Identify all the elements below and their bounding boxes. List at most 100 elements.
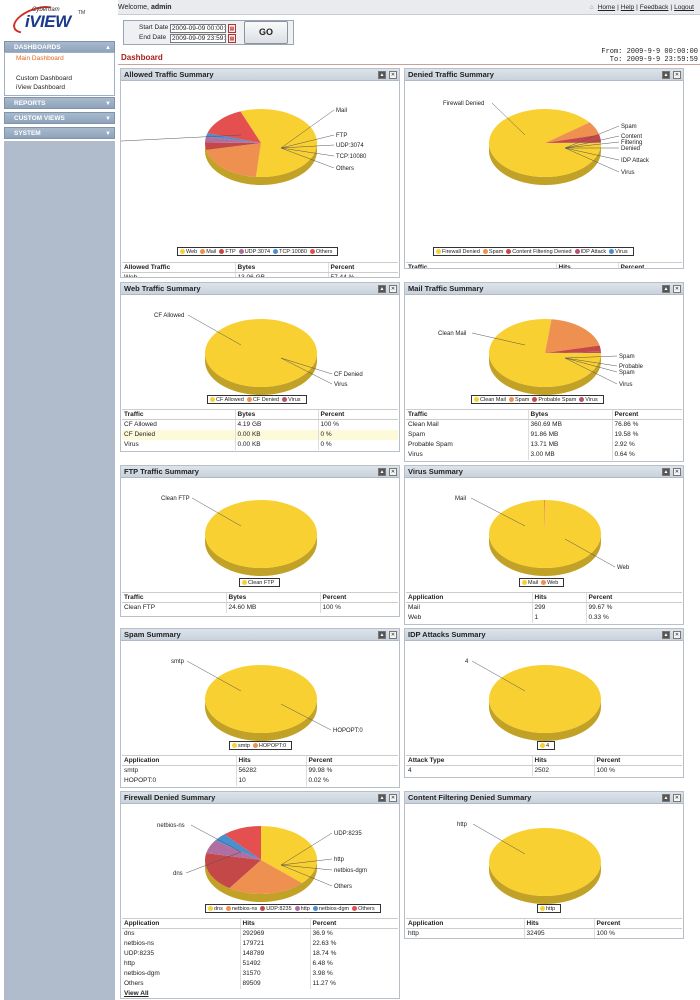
table-row[interactable]: Clean Mail 360.69 MB 76.86 % [406,419,682,430]
calendar-icon[interactable]: ▦ [228,24,236,33]
legend-item[interactable]: Mail [200,248,216,256]
column-header[interactable]: Traffic [406,409,528,420]
legend-item[interactable]: Mail [522,579,538,587]
legend-item[interactable]: Virus [609,248,628,256]
pie-slice[interactable] [488,500,601,568]
minimize-icon[interactable]: ▲ [662,285,670,293]
column-header[interactable]: Traffic [406,262,556,268]
table-row[interactable]: smtp 56282 99.98 % [122,765,398,776]
close-icon[interactable]: ✕ [673,71,681,79]
minimize-icon[interactable]: ▲ [378,71,386,79]
minimize-icon[interactable]: ▲ [378,285,386,293]
legend-item[interactable]: UDP:3074 [238,248,270,256]
pie-slice[interactable] [545,122,600,143]
legend-item[interactable]: Clean Mail [474,396,506,404]
logout-link[interactable]: Logout [674,4,694,11]
legend-item[interactable]: Spam [482,248,503,256]
column-header[interactable]: Percent [317,409,398,420]
legend-item[interactable]: CF Allowed [210,396,244,404]
table-row[interactable]: netbios-dgm 31570 3.98 % [122,968,398,979]
column-header[interactable]: Percent [617,262,682,268]
close-icon[interactable]: ✕ [389,285,397,293]
legend-item[interactable]: HOPOPT:0 [252,742,286,750]
nav-item-iview-dashboard[interactable]: iView Dashboard [16,84,66,91]
feedback-link[interactable]: Feedback [639,4,669,11]
table-row[interactable]: Web 13.06 GB 57.44 % [122,272,398,277]
legend-item[interactable]: http [294,905,310,913]
column-header[interactable]: Bytes [527,409,612,420]
nav-system[interactable]: SYSTEM ▼ [4,127,115,139]
column-header[interactable]: Attack Type [406,755,532,766]
pie-slice[interactable] [204,665,317,733]
column-header[interactable]: Bytes [234,409,318,420]
pie-slice[interactable] [545,142,601,143]
table-row[interactable]: http 32495 100 % [406,928,682,938]
table-row[interactable]: UDP:8235 148789 18.74 % [122,948,398,959]
legend-item[interactable]: netbios-ns [225,905,257,913]
pie-slice[interactable] [205,319,317,387]
table-row[interactable]: 4 2502 100 % [406,765,682,776]
minimize-icon[interactable]: ▲ [662,468,670,476]
table-row[interactable]: Spam 91.86 MB 19.58 % [406,429,682,440]
legend-item[interactable]: FTP [219,248,236,256]
table-row[interactable]: netbios-ns 179721 22.63 % [122,938,398,949]
column-header[interactable]: Traffic [122,409,235,420]
column-header[interactable]: Hits [531,755,594,766]
pie-slice[interactable] [489,828,601,896]
column-header[interactable]: Allowed Traffic [122,262,235,273]
go-button[interactable]: GO [244,21,288,44]
close-icon[interactable]: ✕ [389,794,397,802]
pie-slice[interactable] [229,860,303,894]
table-row[interactable]: Mail 299 99.67 % [406,602,682,613]
column-header[interactable]: Percent [593,755,682,766]
table-row[interactable]: HOPOPT:0 10 0.02 % [122,775,398,786]
legend-item[interactable]: Others [309,248,332,256]
close-icon[interactable]: ✕ [673,285,681,293]
close-icon[interactable]: ✕ [389,468,397,476]
column-header[interactable]: Application [122,755,236,766]
pie-slice[interactable] [545,345,601,353]
help-link[interactable]: Help [620,4,635,11]
column-header[interactable]: Percent [585,592,682,603]
pie-slice[interactable] [206,143,261,177]
legend-item[interactable]: netbios-dgm [312,905,349,913]
legend-item[interactable]: Virus [579,396,598,404]
legend-item[interactable]: Others [352,905,375,913]
pie-slice[interactable] [224,826,261,860]
minimize-icon[interactable]: ▲ [662,631,670,639]
column-header[interactable]: Hits [523,918,594,929]
legend-item[interactable]: http [540,905,555,913]
close-icon[interactable]: ✕ [673,794,681,802]
table-row[interactable]: http 51492 6.48 % [122,958,398,969]
column-header[interactable]: Application [406,918,524,929]
pie-slice[interactable] [205,853,261,889]
legend-item[interactable]: Web [541,579,558,587]
end-date-input[interactable]: 2009-09-09 23:59:59 [170,34,226,43]
legend-item[interactable]: Web [180,248,197,256]
legend-item[interactable]: Probable Spam [532,396,576,404]
legend-item[interactable]: IDP Attack [574,248,606,256]
pie-slice[interactable] [206,840,261,860]
close-icon[interactable]: ✕ [389,71,397,79]
legend-item[interactable]: TCP:10080 [273,248,307,256]
pie-slice[interactable] [205,500,317,568]
pie-slice[interactable] [240,109,317,177]
column-header[interactable]: Hits [239,918,310,929]
column-header[interactable]: Percent [611,409,682,420]
legend-item[interactable]: Spam [508,396,529,404]
column-header[interactable]: Traffic [122,592,226,603]
nav-item-main-dashboard[interactable]: Main Dashboard [16,55,64,62]
minimize-icon[interactable]: ▲ [378,794,386,802]
view-all-link[interactable]: View All [124,990,149,997]
column-header[interactable]: Percent [319,592,398,603]
column-header[interactable]: Hits [235,755,306,766]
column-header[interactable]: Hits [531,592,586,603]
column-header[interactable]: Application [122,918,240,929]
pie-slice[interactable] [489,109,601,177]
table-row[interactable]: Probable Spam 13.71 MB 2.92 % [406,439,682,450]
nav-custom-views[interactable]: CUSTOM VIEWS ▼ [4,112,115,124]
close-icon[interactable]: ✕ [673,468,681,476]
nav-reports[interactable]: REPORTS ▼ [4,97,115,109]
pie-slice[interactable] [489,665,601,733]
legend-item[interactable]: Content Filtering Denied [506,248,572,256]
